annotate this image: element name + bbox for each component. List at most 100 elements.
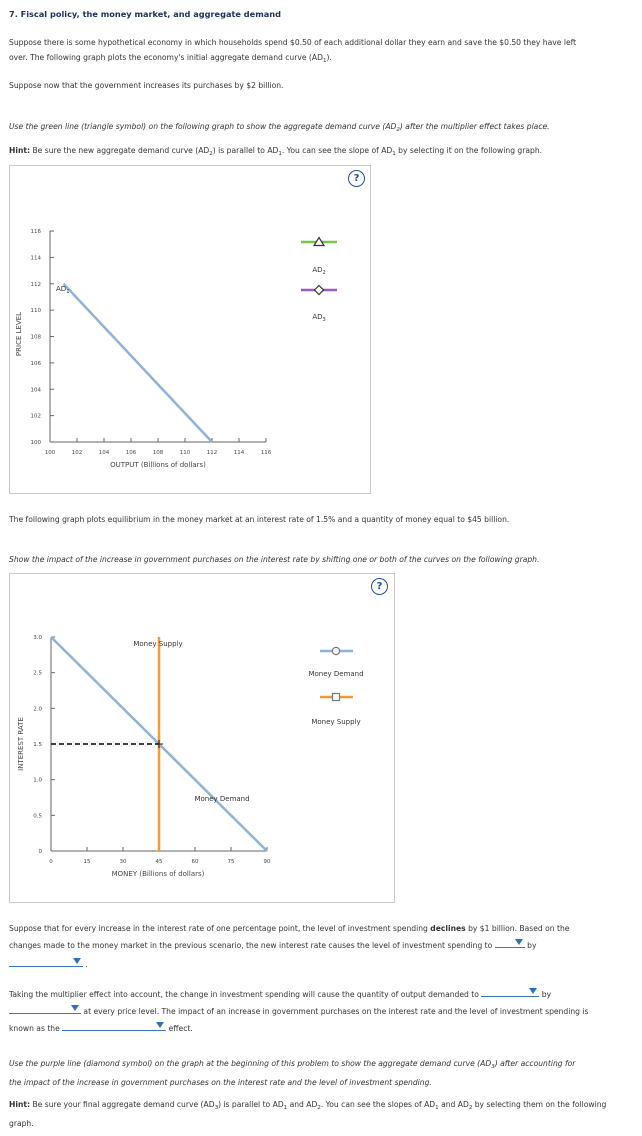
hint-1: Hint: Be sure the new aggregate demand c… — [9, 143, 542, 162]
instruction-ad2: Use the green line (triangle symbol) on … — [9, 119, 550, 138]
legend-label-ad2: AD2 — [312, 266, 325, 276]
instruction-ad3: Use the purple line (diamond symbol) on … — [9, 1056, 634, 1090]
y-axis-label: INTEREST RATE — [17, 717, 25, 771]
hint-line-1: Hint: Be sure your final aggregate deman… — [9, 1097, 634, 1116]
y-tick-label: 102 — [31, 414, 42, 420]
investment-question: Suppose that for every increase in the i… — [9, 921, 634, 972]
question-line-1: Suppose that for every increase in the i… — [9, 921, 634, 936]
y-tick-label: 108 — [31, 335, 42, 341]
y-tick-label: 100 — [31, 440, 42, 446]
question-text: effect. — [168, 1024, 193, 1033]
axes: 3.0 2.5 2.0 1.5 1.0 0.5 00 15 30 45 60 75 90 — [33, 635, 271, 865]
x-tick-label: 30 — [120, 859, 127, 865]
y-tick-label: 2.0 — [33, 706, 42, 712]
problem-title: 7. Fiscal policy, the money market, and … — [9, 9, 281, 19]
x-tick-label: 114 — [234, 450, 245, 456]
chevron-down-icon — [71, 1005, 79, 1011]
instruction-line-1: Use the purple line (diamond symbol) on … — [9, 1056, 634, 1075]
x-tick-label: 90 — [264, 859, 271, 865]
hint-label: Hint: — [9, 1100, 31, 1109]
investment-amount-dropdown[interactable] — [9, 955, 83, 967]
chevron-down-icon — [514, 939, 523, 945]
money-supply-curve-label: Money Supply — [133, 640, 182, 648]
curves[interactable] — [50, 636, 268, 852]
intro-line-1: Suppose there is some hypothetical econo… — [9, 38, 577, 47]
hint-text: ) is parallel to AD — [218, 1100, 284, 1109]
effect-name-dropdown[interactable] — [62, 1019, 167, 1031]
instruction-text: Use the green line (triangle symbol) on … — [9, 122, 397, 131]
x-tick-label: 45 — [156, 859, 163, 865]
y-tick-label: 0.5 — [33, 813, 42, 819]
question-text: by — [527, 941, 537, 950]
legend-label-money-supply: Money Supply — [311, 718, 360, 726]
x-tick-label: 75 — [228, 859, 235, 865]
intro-paragraph-2: Suppose now that the government increase… — [9, 81, 284, 90]
instruction-text: ) after the multiplier effect takes plac… — [399, 122, 550, 131]
question-text: Taking the multiplier effect into accoun… — [9, 990, 479, 999]
help-icon[interactable]: ? — [371, 578, 388, 595]
output-amount-dropdown[interactable] — [9, 1002, 81, 1014]
y-tick-label: 1.0 — [33, 778, 42, 784]
circle-icon — [331, 646, 341, 656]
ad1-curve-label: AD1 — [56, 285, 69, 295]
y-tick-label: 104 — [31, 387, 42, 393]
hint-2: Hint: Be sure your final aggregate deman… — [9, 1097, 634, 1131]
legend-money-supply[interactable]: Money Supply — [311, 692, 361, 727]
chevron-down-icon — [156, 1022, 165, 1028]
money-market-panel[interactable]: ? INTEREST RATE MONEY (Billions of dolla… — [9, 573, 395, 903]
chevron-down-icon — [73, 958, 81, 964]
y-tick-label: 3.0 — [33, 635, 42, 641]
y-tick-label: 114 — [31, 255, 42, 261]
x-tick-label: 100 — [45, 450, 56, 456]
subscript: 2 — [396, 127, 400, 133]
subscript: 1 — [435, 1105, 439, 1111]
hint-line-2: graph. — [9, 1119, 34, 1128]
y-tick-label: 112 — [31, 282, 42, 288]
x-tick-label: 0 — [49, 859, 53, 865]
bold-text: declines — [430, 924, 466, 933]
help-icon[interactable]: ? — [348, 170, 365, 187]
hint-text: Be sure the new aggregate demand curve (… — [30, 146, 210, 155]
x-tick-label: 15 — [84, 859, 91, 865]
x-tick-label: 60 — [192, 859, 199, 865]
subscript: 2 — [468, 1105, 473, 1111]
output-direction-dropdown[interactable] — [481, 985, 540, 997]
x-tick-label: 106 — [126, 450, 137, 456]
hint-text: . You can see the slopes of AD — [320, 1100, 436, 1109]
hint-label: Hint: — [9, 146, 31, 155]
hint-text: and AD — [438, 1100, 469, 1109]
x-tick-label: 102 — [72, 450, 83, 456]
money-demand-curve-label: Money Demand — [194, 795, 249, 803]
square-icon — [331, 692, 341, 702]
diamond-icon — [313, 284, 325, 296]
intro-text: over. The following graph plots the econ… — [9, 53, 323, 62]
legend-money-demand[interactable]: Money Demand — [308, 646, 364, 678]
x-axis-label: MONEY (Billions of dollars) — [112, 870, 205, 878]
instruction-text: Use the purple line (diamond symbol) on … — [9, 1059, 492, 1068]
ad-graph[interactable]: PRICE LEVEL OUTPUT (Billions of dollars)… — [10, 166, 370, 493]
question-text: Suppose that for every increase in the i… — [9, 924, 431, 933]
x-axis-label: OUTPUT (Billions of dollars) — [110, 461, 206, 469]
money-market-graph[interactable]: INTEREST RATE MONEY (Billions of dollars… — [10, 574, 394, 902]
y-tick-label: 2.5 — [33, 671, 42, 677]
x-tick-label: 108 — [153, 450, 164, 456]
question-line-3: . — [9, 955, 634, 972]
ad1-curve[interactable] — [62, 282, 213, 443]
question-text: by $1 billion. Based on the — [465, 924, 570, 933]
legend-ad3[interactable]: AD3 — [301, 284, 337, 324]
curves[interactable] — [62, 282, 213, 443]
investment-direction-dropdown[interactable] — [494, 936, 525, 948]
instruction-text: ) after accounting for — [494, 1059, 576, 1068]
subscript: 1 — [278, 151, 282, 157]
money-market-description: The following graph plots equilibrium in… — [9, 515, 510, 524]
intro-paragraph: Suppose there is some hypothetical econo… — [9, 35, 634, 69]
legend-ad2[interactable]: AD2 — [301, 236, 337, 277]
money-market-instruction: Show the impact of the increase in gover… — [9, 555, 540, 564]
hint-text: . You can see the slope of AD — [281, 146, 393, 155]
intro-text: ). — [326, 53, 332, 62]
x-tick-label: 104 — [99, 450, 110, 456]
ad-graph-panel[interactable]: ? PRICE LEVEL OUTPUT (Billions of dollar… — [9, 165, 371, 494]
y-axis-label: PRICE LEVEL — [15, 312, 23, 356]
question-text: changes made to the money market in the … — [9, 941, 493, 950]
